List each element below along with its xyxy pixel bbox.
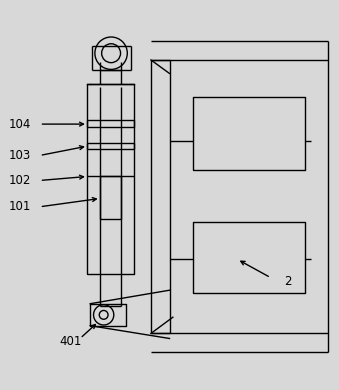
Text: 2: 2 — [284, 275, 292, 287]
Text: 104: 104 — [9, 118, 32, 131]
Text: 401: 401 — [60, 335, 82, 348]
Text: 102: 102 — [9, 174, 32, 187]
Text: 103: 103 — [9, 149, 32, 162]
Text: 101: 101 — [9, 200, 32, 213]
